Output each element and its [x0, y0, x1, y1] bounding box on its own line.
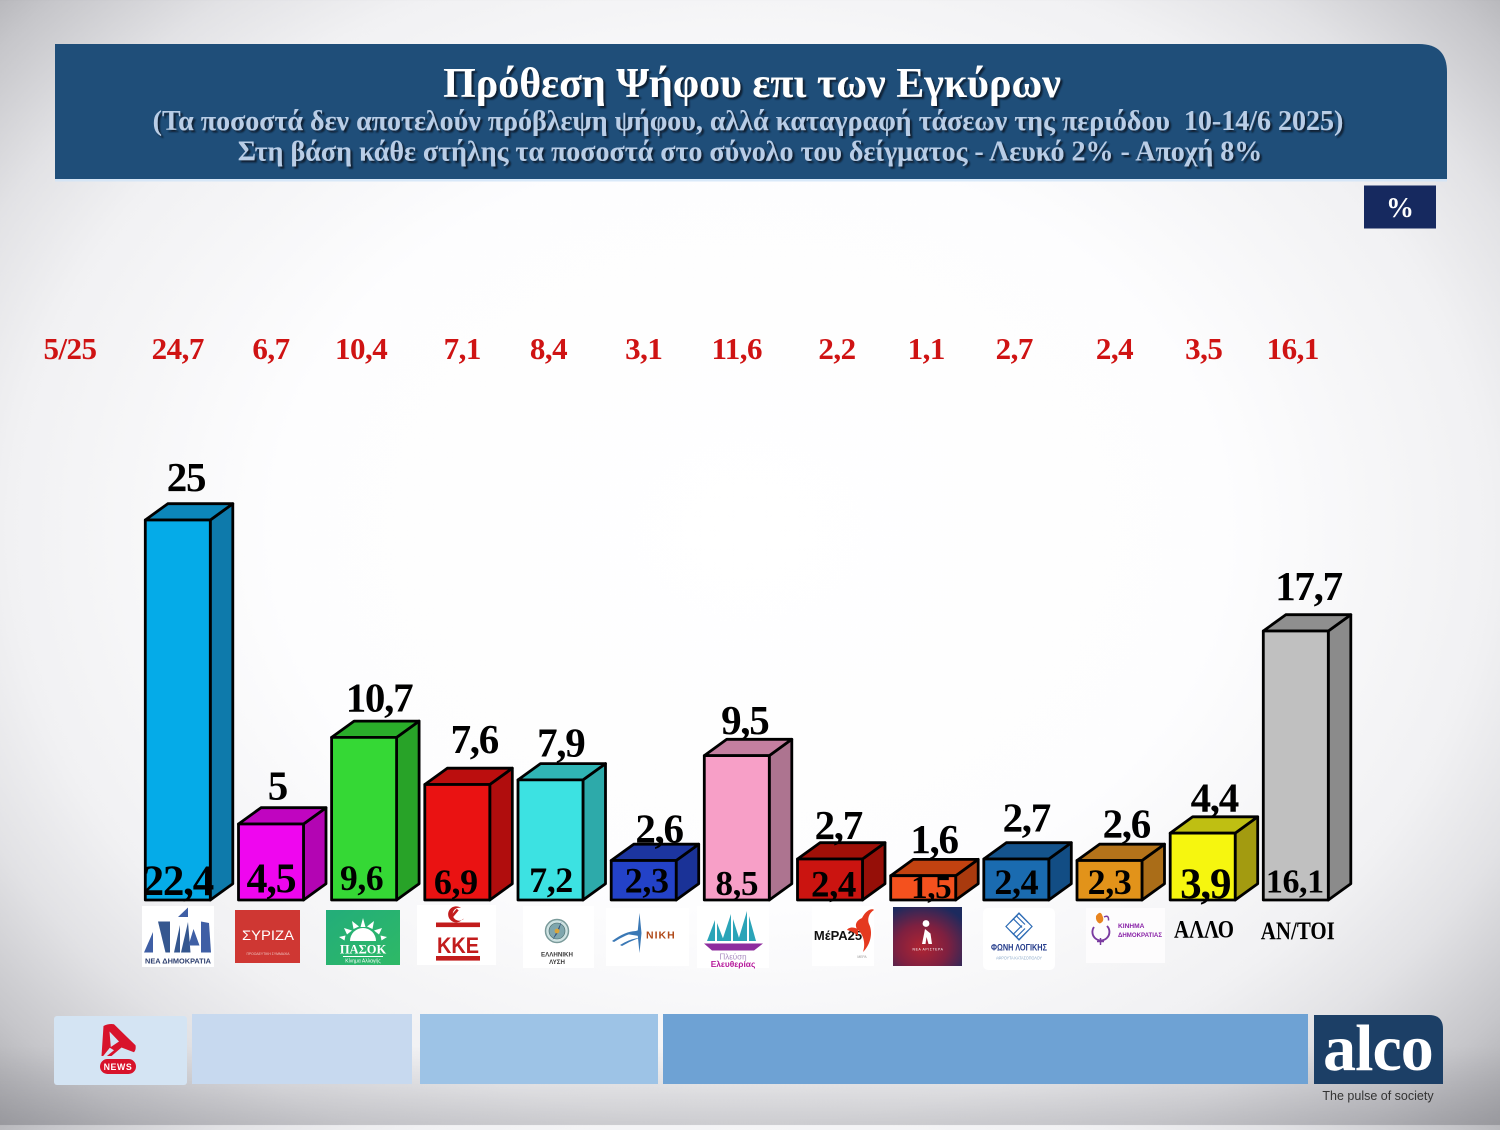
svg-text:6,7: 6,7 — [252, 331, 289, 366]
svg-text:2,4: 2,4 — [1096, 331, 1133, 366]
svg-text:1,6: 1,6 — [910, 816, 958, 862]
svg-text:ΑΦΡΟΥΤΑ ΚΑΤΑΣΟΠΟΛΟΥ: ΑΦΡΟΥΤΑ ΚΑΤΑΣΟΠΟΛΟΥ — [996, 956, 1042, 961]
svg-text:2,3: 2,3 — [1088, 862, 1132, 902]
svg-text:11,6: 11,6 — [712, 331, 763, 366]
svg-text:9,6: 9,6 — [340, 858, 383, 898]
svg-text:9,5: 9,5 — [721, 697, 768, 743]
svg-text:ΕΛΛΗΝΙΚΗ: ΕΛΛΗΝΙΚΗ — [541, 952, 574, 959]
svg-text:16,1: 16,1 — [1266, 864, 1324, 901]
svg-text:2,7: 2,7 — [996, 331, 1033, 366]
svg-text:NEWS: NEWS — [104, 1062, 133, 1072]
svg-text:2,7: 2,7 — [815, 802, 863, 848]
svg-text:5/25: 5/25 — [43, 331, 96, 366]
svg-text:ΑΛΛΟ: ΑΛΛΟ — [1174, 917, 1234, 944]
svg-text:ΛΥΣΗ: ΛΥΣΗ — [549, 959, 565, 966]
svg-text:8,5: 8,5 — [716, 864, 759, 903]
svg-text:7,2: 7,2 — [529, 860, 573, 900]
svg-text:1,5: 1,5 — [911, 870, 951, 906]
svg-text:ΠΑΣΟΚ: ΠΑΣΟΚ — [340, 943, 387, 957]
svg-text:2,3: 2,3 — [625, 861, 669, 901]
svg-text:Ελευθερίας: Ελευθερίας — [711, 959, 756, 969]
svg-text:10,7: 10,7 — [346, 674, 413, 720]
svg-text:ΜΕΡΑ: ΜΕΡΑ — [857, 955, 867, 959]
svg-text:ΝΙΚΗ: ΝΙΚΗ — [646, 930, 676, 942]
svg-text:ΜέΡΑ25: ΜέΡΑ25 — [814, 928, 862, 943]
svg-text:The pulse of society: The pulse of society — [1322, 1089, 1434, 1103]
svg-text:ΦΩΝΗ ΛΟΓΙΚΗΣ: ΦΩΝΗ ΛΟΓΙΚΗΣ — [991, 943, 1048, 953]
svg-text:3,5: 3,5 — [1185, 331, 1222, 366]
svg-text:ΑΝ/ΤΟΙ: ΑΝ/ΤΟΙ — [1261, 918, 1335, 945]
svg-text:7,9: 7,9 — [537, 719, 585, 765]
svg-text:7,1: 7,1 — [444, 331, 481, 366]
svg-text:Στη βάση κάθε στήλης τα ποσοστ: Στη βάση κάθε στήλης τα ποσοστά στο σύνο… — [238, 137, 1263, 168]
svg-text:ΔΗΜΟΚΡΑΤΙΑΣ: ΔΗΜΟΚΡΑΤΙΑΣ — [1118, 932, 1162, 939]
svg-text:2,6: 2,6 — [635, 806, 683, 852]
svg-text:Πλεύση: Πλεύση — [719, 953, 746, 962]
svg-text:4,4: 4,4 — [1191, 775, 1239, 821]
svg-text:16,1: 16,1 — [1267, 331, 1319, 366]
svg-text:%: % — [1386, 193, 1414, 224]
svg-text:17,7: 17,7 — [1275, 563, 1342, 609]
svg-text:22,4: 22,4 — [143, 858, 214, 905]
svg-text:8,4: 8,4 — [530, 331, 567, 366]
svg-text:6,9: 6,9 — [434, 862, 478, 902]
svg-text:25: 25 — [167, 454, 205, 500]
svg-text:KKE: KKE — [437, 933, 479, 958]
svg-text:(Τα ποσοστά δεν αποτελούν πρόβ: (Τα ποσοστά δεν αποτελούν πρόβλεψη ψήφου… — [153, 106, 1344, 137]
svg-text:ΚΙΝΗΜΑ: ΚΙΝΗΜΑ — [1118, 923, 1145, 930]
svg-text:alco: alco — [1323, 1012, 1433, 1085]
svg-text:1,1: 1,1 — [908, 331, 945, 366]
svg-text:4,5: 4,5 — [247, 857, 296, 903]
svg-text:2,4: 2,4 — [811, 865, 856, 906]
svg-text:Κίνημα Αλλαγής: Κίνημα Αλλαγής — [345, 958, 381, 965]
svg-text:ΠΡΟΟΔΕΥΤΙΚΗ ΣΥΜΜΑΧΙΑ: ΠΡΟΟΔΕΥΤΙΚΗ ΣΥΜΜΑΧΙΑ — [246, 952, 290, 956]
svg-text:ΝΕΑ ΑΡΙΣΤΕΡΑ: ΝΕΑ ΑΡΙΣΤΕΡΑ — [913, 948, 944, 952]
svg-text:2,6: 2,6 — [1103, 801, 1151, 847]
svg-text:Πρόθεση Ψήφου επι των Εγκύρων: Πρόθεση Ψήφου επι των Εγκύρων — [443, 61, 1061, 107]
svg-text:3,1: 3,1 — [625, 331, 662, 366]
svg-text:3,9: 3,9 — [1180, 861, 1230, 908]
svg-text:ΝΕΑ ΔΗΜΟΚΡΑΤΙΑ: ΝΕΑ ΔΗΜΟΚΡΑΤΙΑ — [145, 957, 212, 966]
svg-text:24,7: 24,7 — [152, 331, 204, 366]
svg-text:7,6: 7,6 — [451, 716, 499, 762]
svg-text:2,4: 2,4 — [994, 862, 1038, 902]
svg-text:5: 5 — [268, 763, 287, 809]
svg-text:10,4: 10,4 — [335, 331, 387, 366]
svg-text:ΣΥΡΙΖΑ: ΣΥΡΙΖΑ — [242, 928, 294, 943]
svg-text:2,2: 2,2 — [818, 331, 855, 366]
svg-text:2,7: 2,7 — [1003, 795, 1051, 841]
